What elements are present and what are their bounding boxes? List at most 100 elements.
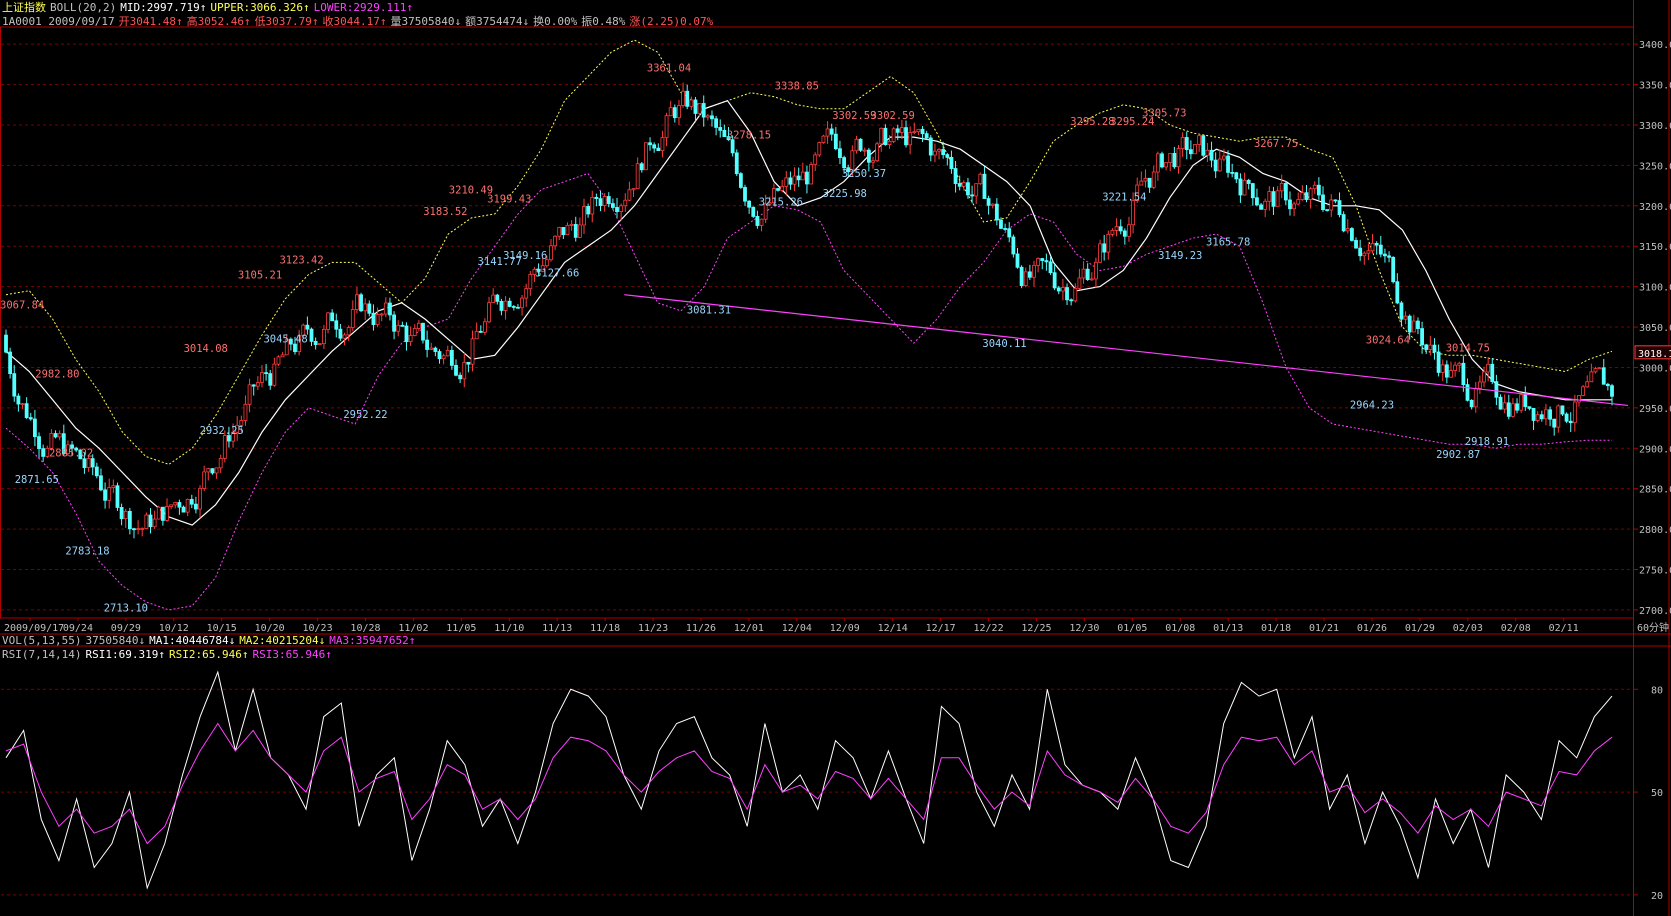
candle [705,113,710,121]
candle [788,171,793,190]
candle [412,324,417,337]
candle [276,355,281,367]
vol-value: 37505840↓ [85,634,146,647]
candle [37,432,41,458]
high-price-label: 3014.08 [184,343,228,355]
candle-body [937,149,941,152]
candle [1069,298,1074,306]
candle-body [1127,224,1131,237]
low-price-label: 2964.23 [1350,399,1394,411]
candle [1283,181,1288,205]
candle [334,313,339,338]
candle [693,96,698,123]
candle [218,454,223,474]
high-price-label: 3295.28 [1070,116,1114,128]
candle [247,378,252,413]
candle-body [516,306,520,309]
candle [672,104,677,123]
candle-body [941,149,946,156]
candle [1131,192,1135,234]
candle-body [805,171,809,185]
candle [759,218,764,232]
candle [994,198,999,226]
amount-value: 额3754474↓ [465,15,530,28]
price-tick-label: 3200.00 [1639,202,1671,213]
candle-body [1288,199,1292,210]
candle-body [1197,135,1202,145]
candle-body [82,458,87,468]
candle-body [1164,162,1169,168]
candle-body [999,219,1003,229]
candle-body [602,196,607,206]
candle [408,326,413,346]
candle-body [908,132,913,146]
candle [115,482,120,511]
candle [371,304,376,331]
candle-body [1428,344,1433,350]
candle-body [759,218,764,226]
indicator-name: BOLL(20,2) [50,1,117,14]
candle [1188,140,1193,160]
date-tick-label: 02/08 [1501,623,1531,634]
date-tick-label: 02/11 [1549,623,1579,634]
candle [231,423,235,448]
candle [284,334,289,356]
candle-body [1085,268,1090,281]
boll-lower-line [5,172,1612,611]
candle-body [862,149,867,152]
candle [1333,199,1338,204]
candle-body [1184,137,1189,151]
candle-body [45,447,50,457]
candle-body [1568,420,1573,424]
candle [891,127,896,144]
candle-body [32,418,37,438]
candle-body [916,128,921,133]
candle [569,220,574,231]
candle-body [1238,178,1243,196]
support-trendline[interactable] [624,294,1629,407]
candle-body [189,499,194,505]
candle-body [1411,320,1416,333]
candle [1350,227,1354,242]
boll-lower-value: LOWER:2929.111↑ [313,1,414,14]
candle-body [454,364,458,376]
candle [260,365,264,388]
candle-body [1271,191,1276,207]
index-name[interactable]: 上证指数 [2,1,46,14]
low-price-label: 3040.11 [982,338,1026,350]
candle-body [1110,230,1115,235]
candle-body [53,433,58,438]
candle [829,123,834,141]
date-tick-label: 10/15 [207,623,237,634]
candle [346,325,351,341]
candle [99,468,103,492]
candle [1007,222,1012,243]
high-price-label: 3295.24 [1110,116,1154,128]
candle-body [813,154,818,165]
candle [701,95,706,127]
candle [516,304,520,309]
candle [90,454,95,476]
candle [74,446,79,453]
rsi-tick-label: 20 [1651,891,1663,902]
rsi1-line [5,670,1613,890]
candle-body [152,518,157,528]
candle [1019,265,1024,289]
candle-body [1457,362,1462,366]
date-tick-label: 10/12 [159,623,189,634]
candle [833,127,838,151]
candle-body [1193,144,1197,155]
candle-body [445,350,450,357]
candle [53,430,58,439]
candle [1449,361,1453,378]
rsi-tick-label: 80 [1651,685,1663,696]
candle [1370,233,1375,254]
candle [1354,237,1358,249]
candle [619,203,624,221]
candle-body [24,403,29,418]
candle [1168,152,1173,172]
candle [1250,182,1255,206]
candle [904,120,908,148]
candle-body [590,196,595,215]
